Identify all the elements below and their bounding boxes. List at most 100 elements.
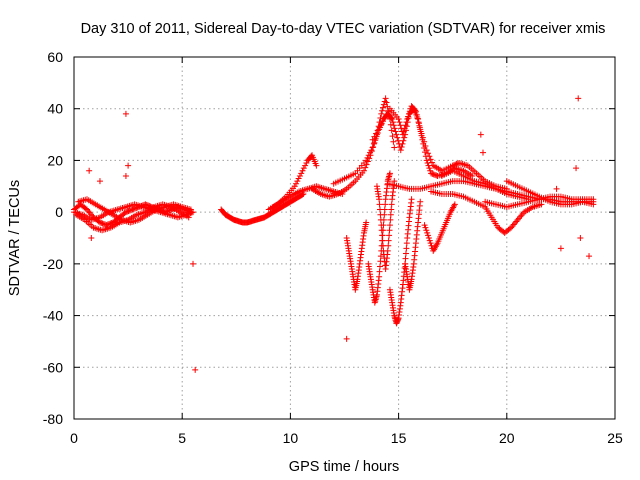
data-point: [293, 180, 300, 187]
data-point: [122, 209, 129, 216]
data-point: [416, 122, 423, 129]
data-point: [100, 221, 107, 228]
data-point: [426, 153, 433, 160]
data-point: [185, 214, 192, 221]
data-point: [390, 138, 397, 145]
outlier-point: [86, 167, 93, 174]
data-point: [82, 205, 89, 212]
data-point: [430, 171, 437, 178]
data-point: [300, 165, 307, 172]
data-point: [389, 133, 396, 140]
data-point: [405, 113, 412, 120]
y-tick-label: 60: [47, 49, 63, 65]
data-point: [130, 206, 137, 213]
chart-title: Day 310 of 2011, Sidereal Day-to-day VTE…: [81, 21, 606, 37]
data-point: [418, 130, 425, 137]
data-point: [376, 206, 383, 213]
data-point: [378, 121, 385, 128]
y-tick-label: 0: [55, 204, 63, 220]
data-point: [376, 268, 383, 275]
data-point: [403, 245, 410, 252]
data-point: [402, 122, 409, 129]
data-point: [376, 196, 383, 203]
data-point: [380, 104, 387, 111]
data-point: [364, 154, 371, 161]
data-point: [399, 140, 406, 147]
outlier-point: [586, 253, 593, 260]
data-point: [377, 211, 384, 218]
data-point: [383, 99, 390, 106]
data-point: [371, 133, 378, 140]
outlier-point: [190, 260, 197, 267]
outlier-point: [88, 235, 95, 241]
y-axis-label: SDTVAR / TECUs: [7, 180, 23, 296]
data-point: [187, 206, 194, 213]
y-tick-label: -20: [43, 256, 63, 272]
y-tick-label: -60: [43, 359, 63, 375]
data-point: [388, 201, 395, 208]
outlier-point: [477, 131, 484, 138]
data-point: [395, 116, 402, 123]
outlier-point: [577, 235, 584, 241]
data-point: [98, 220, 105, 227]
data-point: [299, 167, 306, 174]
outlier-point: [192, 366, 199, 373]
outlier-point: [479, 149, 486, 156]
data-point: [377, 216, 384, 223]
data-point: [417, 126, 424, 133]
data-point: [391, 144, 398, 151]
data-point: [413, 111, 420, 118]
y-tick-label: -80: [43, 411, 63, 427]
x-tick-label: 25: [607, 430, 623, 446]
data-point: [370, 140, 377, 147]
data-point: [387, 216, 394, 223]
data-point: [453, 161, 460, 168]
data-point: [378, 227, 385, 234]
data-point: [421, 138, 428, 145]
data-point: [391, 125, 398, 132]
data-point: [414, 115, 421, 122]
data-point: [427, 156, 434, 163]
data-point: [423, 147, 430, 154]
data-point: [365, 152, 372, 159]
data-point: [400, 137, 407, 144]
axis-ticks: 0 5 10 15 20 25 -80 -60 -40 -20 0 20 40 60: [43, 49, 623, 446]
data-point: [363, 157, 370, 164]
data-point: [421, 222, 428, 229]
data-point: [360, 167, 367, 174]
data-point: [295, 175, 302, 182]
data-point: [428, 170, 435, 177]
outlier-point: [96, 178, 103, 185]
x-tick-label: 5: [178, 430, 186, 446]
data-point: [419, 134, 426, 141]
data-point: [302, 162, 309, 169]
data-point: [369, 144, 376, 151]
outlier-point: [557, 245, 564, 252]
data-point: [397, 122, 404, 129]
data-point: [387, 211, 394, 218]
data-point: [188, 209, 195, 216]
data-point: [385, 108, 392, 115]
data-point: [431, 171, 438, 178]
data-point: [380, 242, 387, 249]
data-point: [403, 119, 410, 126]
data-point: [385, 237, 392, 244]
data-point: [377, 253, 384, 260]
data-point: [424, 160, 431, 167]
data-point: [427, 167, 434, 174]
data-point: [398, 143, 405, 150]
data-point: [298, 170, 305, 177]
data-point: [428, 242, 435, 249]
data-point: [376, 273, 383, 280]
data-point: [404, 116, 411, 123]
data-point: [376, 201, 383, 208]
data-point: [427, 240, 434, 247]
data-point: [424, 229, 431, 236]
data-point: [538, 201, 545, 208]
data-point: [367, 149, 374, 156]
data-point: [313, 162, 320, 169]
data-point: [506, 225, 513, 232]
data-point: [296, 172, 303, 179]
data-point: [103, 222, 110, 229]
